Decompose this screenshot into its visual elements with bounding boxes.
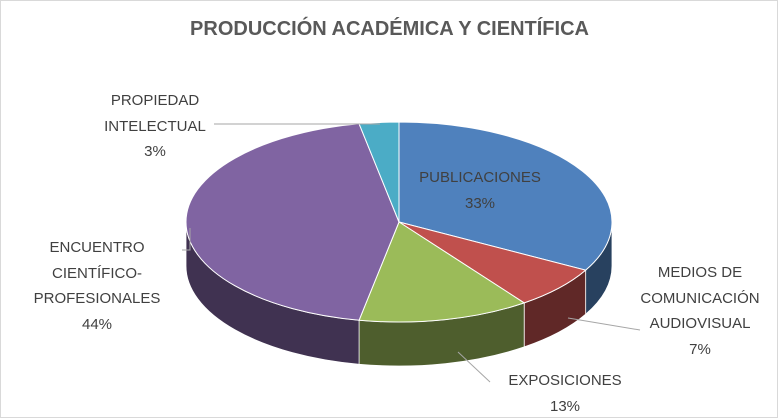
data-label: MEDIOS DE COMUNICACIÓN AUDIOVISUAL 7%: [639, 260, 761, 362]
percent-label: 44%: [81, 315, 113, 333]
percent-label: 13%: [549, 397, 581, 415]
category-label: PROPIEDAD INTELECTUAL: [104, 92, 206, 135]
data-label: PUBLICACIONES 33%: [405, 165, 555, 216]
slice: [185, 123, 400, 321]
category-label: PUBLICACIONES: [419, 169, 541, 186]
slice: [358, 221, 526, 323]
data-label: EXPOSICIONES 13%: [490, 368, 640, 419]
leader-line: [182, 228, 191, 251]
chart-title: PRODUCCIÓN ACADÉMICA Y CIENTÍFICA: [190, 18, 589, 40]
percent-label: 3%: [144, 143, 166, 160]
category-label: ENCUENTRO CIENTÍFICO-PROFESIONALES: [33, 239, 161, 307]
data-label: PROPIEDAD INTELECTUAL 3%: [85, 88, 225, 165]
leader-line: [567, 317, 641, 331]
percent-label: 33%: [464, 194, 496, 212]
slice: [398, 121, 613, 271]
leader-line: [457, 351, 491, 383]
category-label: EXPOSICIONES: [508, 372, 622, 389]
percent-label: 7%: [689, 340, 711, 358]
data-label: ENCUENTRO CIENTÍFICO-PROFESIONALES 44%: [32, 235, 162, 337]
category-label: MEDIOS DE COMUNICACIÓN AUDIOVISUAL: [640, 264, 760, 332]
